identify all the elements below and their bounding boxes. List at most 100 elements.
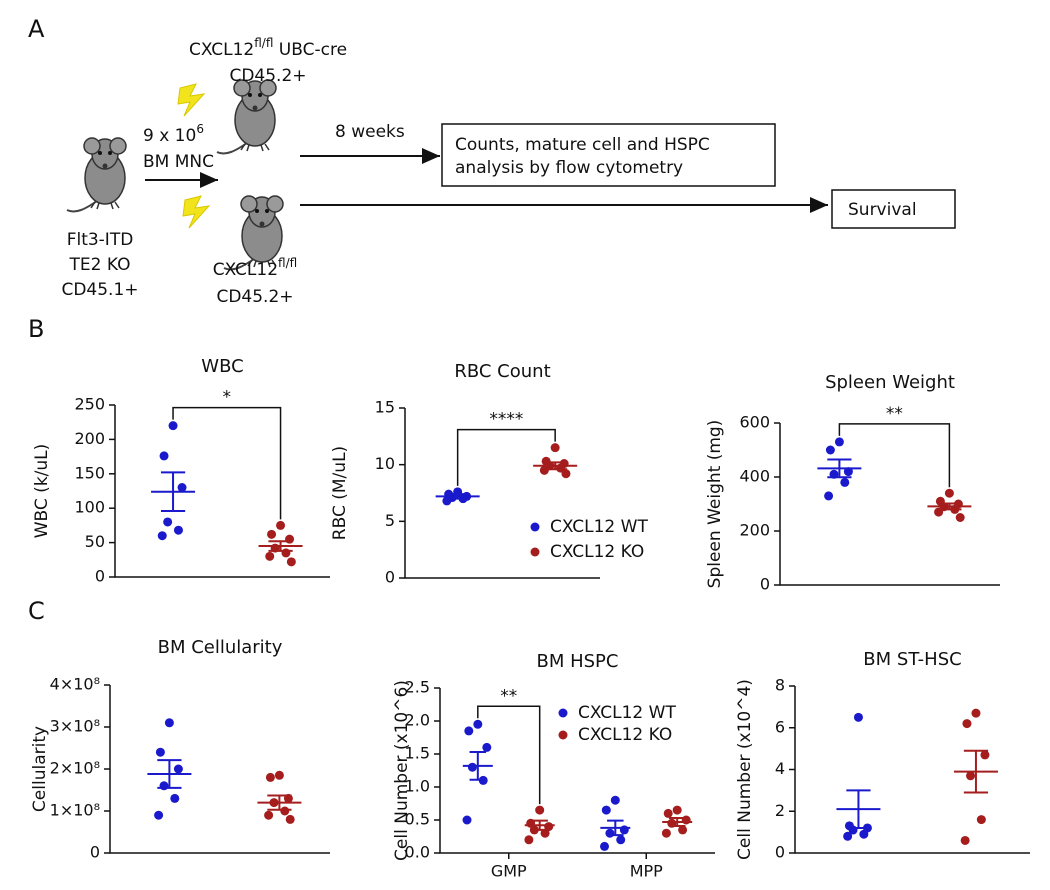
y-tick-label: 2×10⁸ xyxy=(50,759,100,778)
data-point xyxy=(154,810,164,820)
x-tick-label: GMP xyxy=(491,862,527,881)
analysis-text: analysis by flow cytometry xyxy=(455,158,683,178)
significance-label: ** xyxy=(500,686,517,706)
y-tick-label: 1.5 xyxy=(405,744,430,763)
data-point xyxy=(610,795,620,805)
data-point xyxy=(976,815,986,825)
donor-label: CD45.1+ xyxy=(61,280,138,300)
error-bar xyxy=(160,471,186,512)
dose-label: 9 x 106 xyxy=(143,122,204,147)
data-point xyxy=(600,841,610,851)
data-point xyxy=(159,781,169,791)
error-bar xyxy=(268,540,293,552)
significance-bracket xyxy=(838,423,951,488)
error-bar xyxy=(668,817,686,827)
y-axis-label: Cell Number (x10^6) xyxy=(392,680,412,861)
y-axis-label: Cell Number (x10^4) xyxy=(735,679,755,860)
data-point xyxy=(265,551,275,561)
data-point xyxy=(173,525,183,535)
data-point xyxy=(681,815,691,825)
chart-title: Spleen Weight xyxy=(825,372,955,393)
significance-bracket xyxy=(172,406,282,520)
recipient-mouse xyxy=(223,195,284,271)
y-tick-label: 0 xyxy=(90,843,100,862)
legend-label: CXCL12 KO xyxy=(550,542,644,562)
error-bar xyxy=(445,493,470,500)
data-point xyxy=(264,810,274,820)
dose-sup: 6 xyxy=(196,122,204,136)
data-point xyxy=(267,529,277,539)
genotype-sup: fl/fl xyxy=(254,36,273,50)
error-bar xyxy=(963,749,989,794)
data-point xyxy=(971,708,981,718)
y-tick-label: 3×10⁸ xyxy=(50,717,100,736)
significance-bracket xyxy=(456,428,556,486)
data-point xyxy=(561,469,571,479)
y-tick-label: 8 xyxy=(775,676,785,695)
y-tick-label: 0 xyxy=(385,568,395,587)
outcome-box xyxy=(831,189,956,229)
y-tick-label: 0 xyxy=(775,843,785,862)
error-bar xyxy=(543,461,568,471)
error-bar xyxy=(531,819,548,831)
genotype-rest: UBC-cre xyxy=(273,40,347,60)
error-bar xyxy=(846,789,871,829)
y-tick-label: 10 xyxy=(375,454,395,473)
data-point xyxy=(550,443,560,453)
error-bar xyxy=(469,751,487,781)
recipient-label: CD45.2+ xyxy=(216,287,293,307)
error-bar xyxy=(267,794,292,811)
data-point xyxy=(159,451,169,461)
data-point xyxy=(960,835,970,845)
recipient-label: CD45.2+ xyxy=(229,66,306,86)
data-point xyxy=(605,828,615,838)
y-tick-label: 15 xyxy=(375,398,395,417)
chart-title: RBC Count xyxy=(454,361,550,382)
significance-label: * xyxy=(223,388,232,408)
legend-marker xyxy=(558,708,568,718)
axis-line xyxy=(109,685,330,854)
data-point xyxy=(540,828,550,838)
legend-marker xyxy=(558,730,568,740)
significance-bracket xyxy=(477,705,541,805)
genotype: CXCL12 xyxy=(213,260,278,280)
data-point xyxy=(482,742,492,752)
y-tick-label: 400 xyxy=(739,467,770,486)
donor-label: Flt3-ITD xyxy=(67,230,134,250)
y-tick-label: 0.0 xyxy=(405,843,430,862)
genotype-sup: fl/fl xyxy=(278,256,297,270)
data-point xyxy=(155,747,165,757)
data-point xyxy=(265,772,275,782)
data-point xyxy=(944,488,954,498)
data-point xyxy=(177,483,187,493)
data-point xyxy=(285,534,295,544)
chart-title: BM HSPC xyxy=(537,651,619,672)
data-point xyxy=(473,719,483,729)
outcome-text: Survival xyxy=(848,200,917,220)
data-point xyxy=(164,718,174,728)
y-axis-label: WBC (k/uL) xyxy=(32,444,52,539)
donor-label: TE2 KO xyxy=(69,255,131,275)
legend-marker xyxy=(530,547,540,557)
legend-marker xyxy=(530,522,540,532)
y-tick-label: 4 xyxy=(775,759,785,778)
x-tick-label: MPP xyxy=(630,862,663,881)
significance-label: ** xyxy=(886,404,903,424)
donor-mouse xyxy=(66,137,127,213)
data-point xyxy=(170,793,180,803)
y-tick-label: 0 xyxy=(95,567,105,586)
dose-base: 9 x 10 xyxy=(143,126,196,146)
axis-line xyxy=(779,423,1000,586)
y-tick-label: 5 xyxy=(385,511,395,530)
chart-title: BM ST-HSC xyxy=(863,649,961,670)
data-point xyxy=(274,770,284,780)
legend-label: CXCL12 WT xyxy=(578,703,676,723)
data-point xyxy=(619,825,629,835)
panel-label: C xyxy=(28,597,45,625)
y-tick-label: 1.0 xyxy=(405,777,430,796)
data-point xyxy=(843,831,853,841)
error-bar xyxy=(607,819,624,837)
data-point xyxy=(859,829,869,839)
y-tick-label: 6 xyxy=(775,717,785,736)
